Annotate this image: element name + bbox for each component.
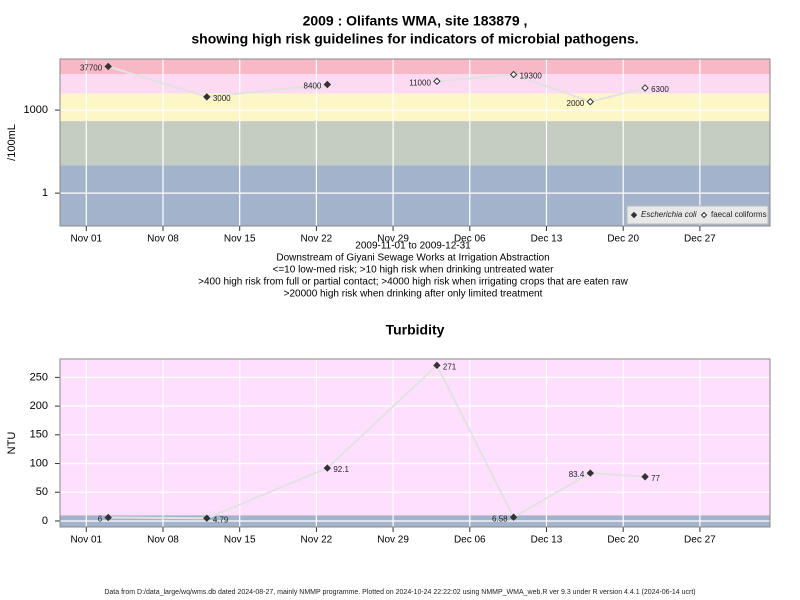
- footer: Data from D:/data_large/wq/wms.db dated …: [104, 589, 695, 596]
- chart-title: 2009 : Olifants WMA, site 183879 ,: [303, 13, 528, 29]
- x-tick-label: Dec 27: [684, 234, 716, 245]
- data-point: [509, 70, 518, 79]
- y-tick-label: 100: [30, 457, 48, 469]
- y-axis-label: NTU: [6, 432, 18, 455]
- legend-label: faecal coliforms: [711, 210, 767, 219]
- x-tick-label: Nov 15: [224, 535, 256, 546]
- value-label: 77: [651, 474, 660, 483]
- subtitle: >400 high risk from full or partial cont…: [198, 277, 628, 288]
- value-label: 92.1: [333, 465, 349, 474]
- risk-band: [60, 59, 770, 75]
- y-tick-label: 200: [30, 400, 48, 412]
- legend: Escherichia coli faecal coliforms: [626, 205, 769, 225]
- y-tick-label: 1000: [24, 104, 48, 116]
- x-tick-label: Nov 01: [70, 234, 102, 245]
- x-tick-label: Dec 13: [531, 535, 563, 546]
- subtitle: >20000 high risk when drinking after onl…: [284, 289, 543, 300]
- x-tick-label: Nov 08: [147, 234, 179, 245]
- data-point: [433, 77, 441, 85]
- x-tick-label: Dec 20: [607, 234, 639, 245]
- data-point: [104, 513, 112, 522]
- x-tick-label: Dec 06: [454, 234, 486, 245]
- x-tick-label: Dec 13: [531, 234, 563, 245]
- risk-band: [60, 74, 770, 94]
- y-tick-label: 50: [36, 486, 48, 498]
- value-label: 3000: [213, 94, 231, 103]
- series-line: [436, 73, 646, 103]
- data-point: [586, 98, 595, 106]
- data-point: [323, 464, 332, 472]
- subtitle: Downstream of Giyani Sewage Works at Irr…: [276, 253, 549, 264]
- x-tick-label: Dec 20: [607, 535, 639, 546]
- value-label: 2000: [567, 99, 585, 108]
- y-tick-label: 0: [42, 515, 48, 527]
- data-point: [433, 361, 441, 370]
- data-point: [203, 93, 211, 101]
- subtitle: 2009-11-01 to 2009-12-31: [355, 241, 471, 252]
- x-tick-label: Dec 06: [454, 535, 486, 546]
- legend-marker: [630, 211, 638, 219]
- value-label: 6.58: [492, 514, 508, 523]
- x-tick-label: Nov 01: [70, 535, 102, 546]
- y-axis-label: /100mL: [6, 124, 18, 161]
- value-label: 19300: [520, 72, 543, 81]
- data-point: [586, 469, 595, 477]
- plot-frame: [59, 58, 771, 227]
- value-label: 37700: [80, 64, 103, 73]
- y-tick-label: 150: [30, 429, 48, 441]
- x-tick-label: Dec 27: [684, 535, 716, 546]
- risk-band: [60, 121, 770, 166]
- y-tick-label: 250: [30, 371, 48, 383]
- x-tick-label: Nov 29: [377, 535, 409, 546]
- x-tick-label: Nov 22: [301, 535, 333, 546]
- value-label: 6300: [651, 85, 669, 94]
- value-label: 271: [443, 362, 457, 371]
- legend-marker: [700, 211, 708, 219]
- value-label: 6: [98, 515, 103, 524]
- chart-title: showing high risk guidelines for indicat…: [191, 31, 638, 47]
- x-tick-label: Nov 29: [377, 234, 409, 245]
- x-tick-label: Nov 22: [301, 234, 333, 245]
- legend-box: [626, 205, 769, 225]
- x-tick-label: Nov 08: [147, 535, 179, 546]
- chart-title: Turbidity: [386, 322, 445, 338]
- risk-band: [60, 93, 770, 122]
- x-tick-label: Nov 15: [224, 234, 256, 245]
- data-point: [641, 473, 649, 481]
- data-point: [641, 84, 649, 92]
- value-label: 8400: [304, 82, 322, 91]
- value-label: 11000: [409, 78, 431, 87]
- data-point: [509, 513, 518, 521]
- value-label: 83.4: [569, 470, 585, 479]
- data-point: [323, 80, 332, 89]
- legend-label: Escherichia coli: [641, 210, 697, 219]
- data-point: [203, 514, 211, 522]
- subtitle: <=10 low-med risk; >10 high risk when dr…: [273, 265, 555, 276]
- y-tick-label: 1: [42, 187, 48, 199]
- data-point: [104, 62, 112, 71]
- plot-frame: [59, 358, 771, 528]
- value-label: 4.79: [213, 515, 229, 524]
